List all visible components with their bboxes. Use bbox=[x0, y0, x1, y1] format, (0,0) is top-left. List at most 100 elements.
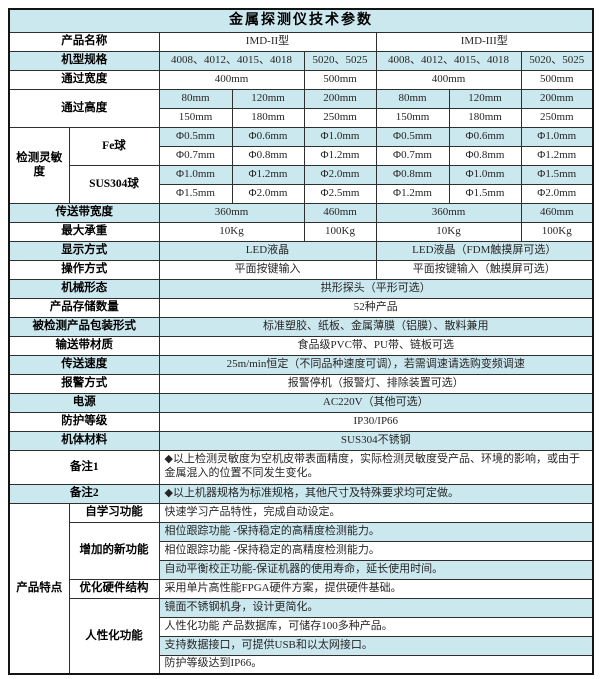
table-row: SUS304球 Φ1.0mm Φ1.2mm Φ2.0mm Φ0.8mm Φ1.0mm Φ1.… bbox=[9, 164, 594, 204]
table-cell: LED液晶（FDM触摸屏可选） bbox=[375, 240, 594, 261]
table-row: 支持数据接口，可提供USB和以太网接口。 bbox=[9, 635, 594, 656]
table-cell: 10Kg bbox=[375, 221, 522, 242]
row-label: Fe球 bbox=[68, 126, 160, 166]
table-row: 150mm 180mm 250mm 150mm 180mm 250mm bbox=[9, 107, 594, 128]
table-row: 通过宽度 400mm 500mm 400mm 500mm bbox=[8, 69, 594, 90]
row-label: 被检测产品包装形式 bbox=[8, 316, 160, 337]
table-cell: 5020、5025 bbox=[520, 50, 594, 71]
table-row: 报警方式 报警停机（报警灯、排除装置可选） bbox=[8, 373, 594, 394]
table-cell: Φ1.2mm bbox=[375, 183, 450, 204]
row-label: 产品存储数量 bbox=[8, 297, 160, 318]
table-cell: 拱形探头（平形可选） bbox=[158, 278, 594, 299]
table-cell: 150mm bbox=[158, 107, 233, 128]
table-cell: 4008、4012、4015、4018 bbox=[375, 50, 522, 71]
table-cell: 相位跟踪功能 -保持稳定的高精度检测能力。 bbox=[158, 521, 594, 542]
table-row: 产品名称 IMD-II型 IMD-III型 bbox=[8, 31, 594, 52]
table-cell: 180mm bbox=[448, 107, 522, 128]
table-cell: 25m/min恒定（不同品种速度可调），若需调速请选购变频调速 bbox=[158, 354, 594, 375]
table-cell: AC220V（其他可选） bbox=[158, 392, 594, 413]
table-cell: 防护等级达到IP66。 bbox=[158, 654, 594, 675]
table-cell: 250mm bbox=[303, 107, 377, 128]
table-row: 产品存储数量 52种产品 bbox=[8, 297, 594, 318]
table-cell: SUS304不锈钢 bbox=[158, 430, 594, 451]
table-cell: 120mm bbox=[448, 88, 522, 109]
table-row: 传送带宽度 360mm 460mm 360mm 460mm bbox=[8, 202, 594, 223]
table-row: 检测灵敏度 Fe球 Φ0.5mm Φ0.6mm Φ1.0mm Φ0.5mm Φ0.6mm Φ1… bbox=[8, 126, 594, 204]
row-label: 电源 bbox=[8, 392, 160, 413]
table-cell: 200mm bbox=[520, 88, 594, 109]
table-cell: Φ1.0mm bbox=[158, 164, 233, 185]
table-cell: 平面按键输入 bbox=[158, 259, 377, 280]
table-cell: Φ1.2mm bbox=[303, 145, 377, 166]
table-cell: Φ0.5mm bbox=[158, 126, 233, 147]
row-label: 产品名称 bbox=[8, 31, 160, 52]
spec-table: 金属探测仪技术参数 产品名称 IMD-II型 IMD-III型 机型规格 4008、401… bbox=[8, 8, 594, 675]
table-row: 相位跟踪功能 -保持稳定的高精度检测能力。 bbox=[9, 540, 594, 561]
table-cell: 500mm bbox=[520, 69, 594, 90]
table-cell: 120mm bbox=[231, 88, 305, 109]
table-cell: Φ0.5mm bbox=[375, 126, 450, 147]
table-row: 优化硬件结构 采用单片高性能FPGA硬件方案，提供硬件基础。 bbox=[9, 578, 594, 599]
table-cell: 460mm bbox=[520, 202, 594, 223]
table-cell: 4008、4012、4015、4018 bbox=[158, 50, 305, 71]
row-label: 报警方式 bbox=[8, 373, 160, 394]
table-cell: 相位跟踪功能 -保持稳定的高精度检测能力。 bbox=[158, 540, 594, 561]
page: 金属探测仪技术参数 产品名称 IMD-II型 IMD-III型 机型规格 4008、401… bbox=[8, 8, 594, 675]
table-cell: LED液晶 bbox=[158, 240, 377, 261]
table-title: 金属探测仪技术参数 bbox=[8, 8, 594, 33]
table-cell: IMD-II型 bbox=[158, 31, 377, 52]
table-cell: Φ1.0mm bbox=[303, 126, 377, 147]
row-label: 通过高度 bbox=[8, 88, 160, 128]
table-cell: 平面按键输入（触摸屏可选） bbox=[375, 259, 594, 280]
table-cell: Φ0.7mm bbox=[158, 145, 233, 166]
table-row: 最大承重 10Kg 100Kg 10Kg 100Kg bbox=[8, 221, 594, 242]
table-cell: 500mm bbox=[303, 69, 377, 90]
row-label: 通过宽度 bbox=[8, 69, 160, 90]
row-label: 备注1 bbox=[8, 449, 160, 485]
row-label: 输送带材质 bbox=[8, 335, 160, 356]
table-cell: 人性化功能 产品数据库，可储存100多种产品。 bbox=[158, 616, 594, 637]
table-row: Φ1.5mm Φ2.0mm Φ2.5mm Φ1.2mm Φ1.5mm Φ2.0mm bbox=[9, 183, 594, 204]
table-row: 传送速度 25m/min恒定（不同品种速度可调），若需调速请选购变频调速 bbox=[8, 354, 594, 375]
table-row: 备注2 ◆以上机器规格为标准规格，其他尺寸及特殊要求均可定做。 bbox=[8, 483, 594, 504]
table-cell: 80mm bbox=[375, 88, 450, 109]
table-cell: IP30/IP66 bbox=[158, 411, 594, 432]
table-row: 机械形态 拱形探头（平形可选） bbox=[8, 278, 594, 299]
table-cell: 400mm bbox=[158, 69, 305, 90]
table-cell: Φ1.0mm bbox=[448, 164, 522, 185]
table-cell: 360mm bbox=[158, 202, 305, 223]
table-cell: Φ0.8mm bbox=[231, 145, 305, 166]
row-label: 人性化功能 bbox=[68, 597, 160, 675]
spec-table-body: 金属探测仪技术参数 产品名称 IMD-II型 IMD-III型 机型规格 4008、401… bbox=[8, 8, 594, 675]
table-row: 操作方式 平面按键输入 平面按键输入（触摸屏可选） bbox=[8, 259, 594, 280]
table-cell: 250mm bbox=[520, 107, 594, 128]
row-label: 检测灵敏度 bbox=[8, 126, 70, 204]
table-row: 输送带材质 食品级PVC带、PU带、链板可选 bbox=[8, 335, 594, 356]
table-cell: Φ1.0mm bbox=[520, 126, 594, 147]
table-row: 产品特点 自学习功能 快速学习产品特性，完成自动设定。 bbox=[8, 502, 594, 675]
row-label: 备注2 bbox=[8, 483, 160, 504]
table-cell: 采用单片高性能FPGA硬件方案，提供硬件基础。 bbox=[158, 578, 594, 599]
table-cell: 460mm bbox=[303, 202, 377, 223]
row-label: 自学习功能 bbox=[68, 502, 160, 523]
table-row: 被检测产品包装形式 标准塑胶、纸板、金属薄膜（铝膜）、散料兼用 bbox=[8, 316, 594, 337]
table-cell: 200mm bbox=[303, 88, 377, 109]
table-cell: 镜面不锈钢机身，设计更简化。 bbox=[158, 597, 594, 618]
table-cell: Φ0.7mm bbox=[375, 145, 450, 166]
table-cell: Φ0.6mm bbox=[231, 126, 305, 147]
row-label: 显示方式 bbox=[8, 240, 160, 261]
row-label: 最大承重 bbox=[8, 221, 160, 242]
table-row: 防护等级达到IP66。 bbox=[9, 654, 594, 675]
table-row: 防护等级 IP30/IP66 bbox=[8, 411, 594, 432]
table-cell: Φ1.5mm bbox=[520, 164, 594, 185]
table-cell: Φ0.6mm bbox=[448, 126, 522, 147]
row-label: 机型规格 bbox=[8, 50, 160, 71]
table-row: 自动平衡校正功能-保证机器的使用寿命，延长使用时间。 bbox=[9, 559, 594, 580]
row-label: 操作方式 bbox=[8, 259, 160, 280]
table-cell: 食品级PVC带、PU带、链板可选 bbox=[158, 335, 594, 356]
table-row: 机型规格 4008、4012、4015、4018 5020、5025 4008、401… bbox=[8, 50, 594, 71]
table-cell: Φ1.2mm bbox=[231, 164, 305, 185]
table-cell: 标准塑胶、纸板、金属薄膜（铝膜）、散料兼用 bbox=[158, 316, 594, 337]
table-cell: 快速学习产品特性，完成自动设定。 bbox=[158, 502, 594, 523]
table-cell: 5020、5025 bbox=[303, 50, 377, 71]
